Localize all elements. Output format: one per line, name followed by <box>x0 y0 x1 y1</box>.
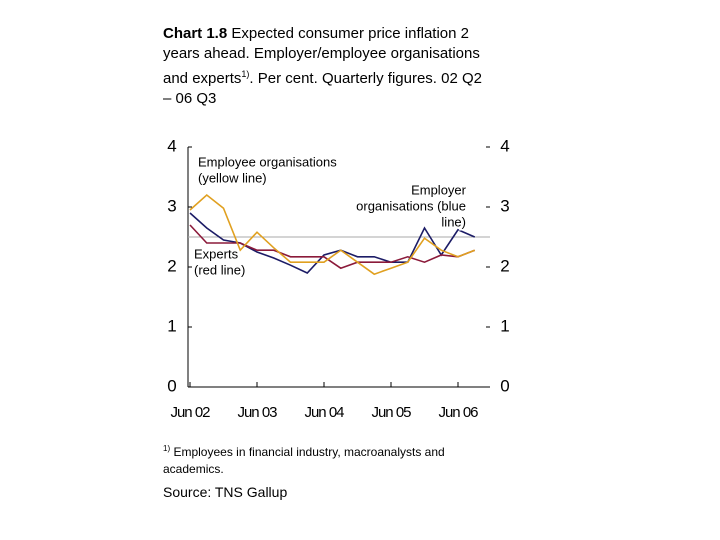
y-tick-label: 3 <box>167 196 176 215</box>
annotation: line) <box>441 214 466 229</box>
y-tick-label: 4 <box>167 136 176 155</box>
title-bold: Chart 1.8 <box>163 25 228 42</box>
source: Source: TNS Gallup <box>163 484 288 500</box>
y2-tick-label: 4 <box>500 136 509 155</box>
y2-tick-label: 3 <box>500 196 509 215</box>
annotation: (yellow line) <box>198 170 267 185</box>
title-end: . Per cent. Quarterly figures. 02 Q2 – 0… <box>163 70 483 107</box>
title-text: Expected consumer price inflation 2 year… <box>163 25 480 87</box>
y2-tick-label: 1 <box>500 316 509 335</box>
x-tick-label: Jun 02 <box>170 404 210 421</box>
footnote-sup: 1) <box>163 444 171 453</box>
y2-tick-label: 2 <box>500 256 509 275</box>
x-tick-label: Jun 06 <box>438 404 478 421</box>
annotation: Employer <box>411 182 467 197</box>
y-tick-label: 2 <box>167 256 176 275</box>
title-sup: 1) <box>241 69 250 79</box>
annotation: (red line) <box>194 262 245 277</box>
annotation: Employee organisations <box>198 154 337 169</box>
y2-tick-label: 0 <box>500 376 509 395</box>
x-tick-label: Jun 05 <box>371 404 411 421</box>
footnote-text: Employees in financial industry, macroan… <box>163 445 445 476</box>
chart-title: Chart 1.8 Expected consumer price inflat… <box>163 24 493 109</box>
footnote: 1) Employees in financial industry, macr… <box>163 440 503 478</box>
y-tick-label: 1 <box>167 316 176 335</box>
annotation: Experts <box>194 246 239 261</box>
series-line <box>189 193 476 276</box>
x-tick-label: Jun 04 <box>304 404 344 421</box>
y-tick-label: 0 <box>167 376 176 395</box>
annotation: organisations (blue <box>356 198 466 213</box>
x-tick-label: Jun 03 <box>237 404 277 421</box>
